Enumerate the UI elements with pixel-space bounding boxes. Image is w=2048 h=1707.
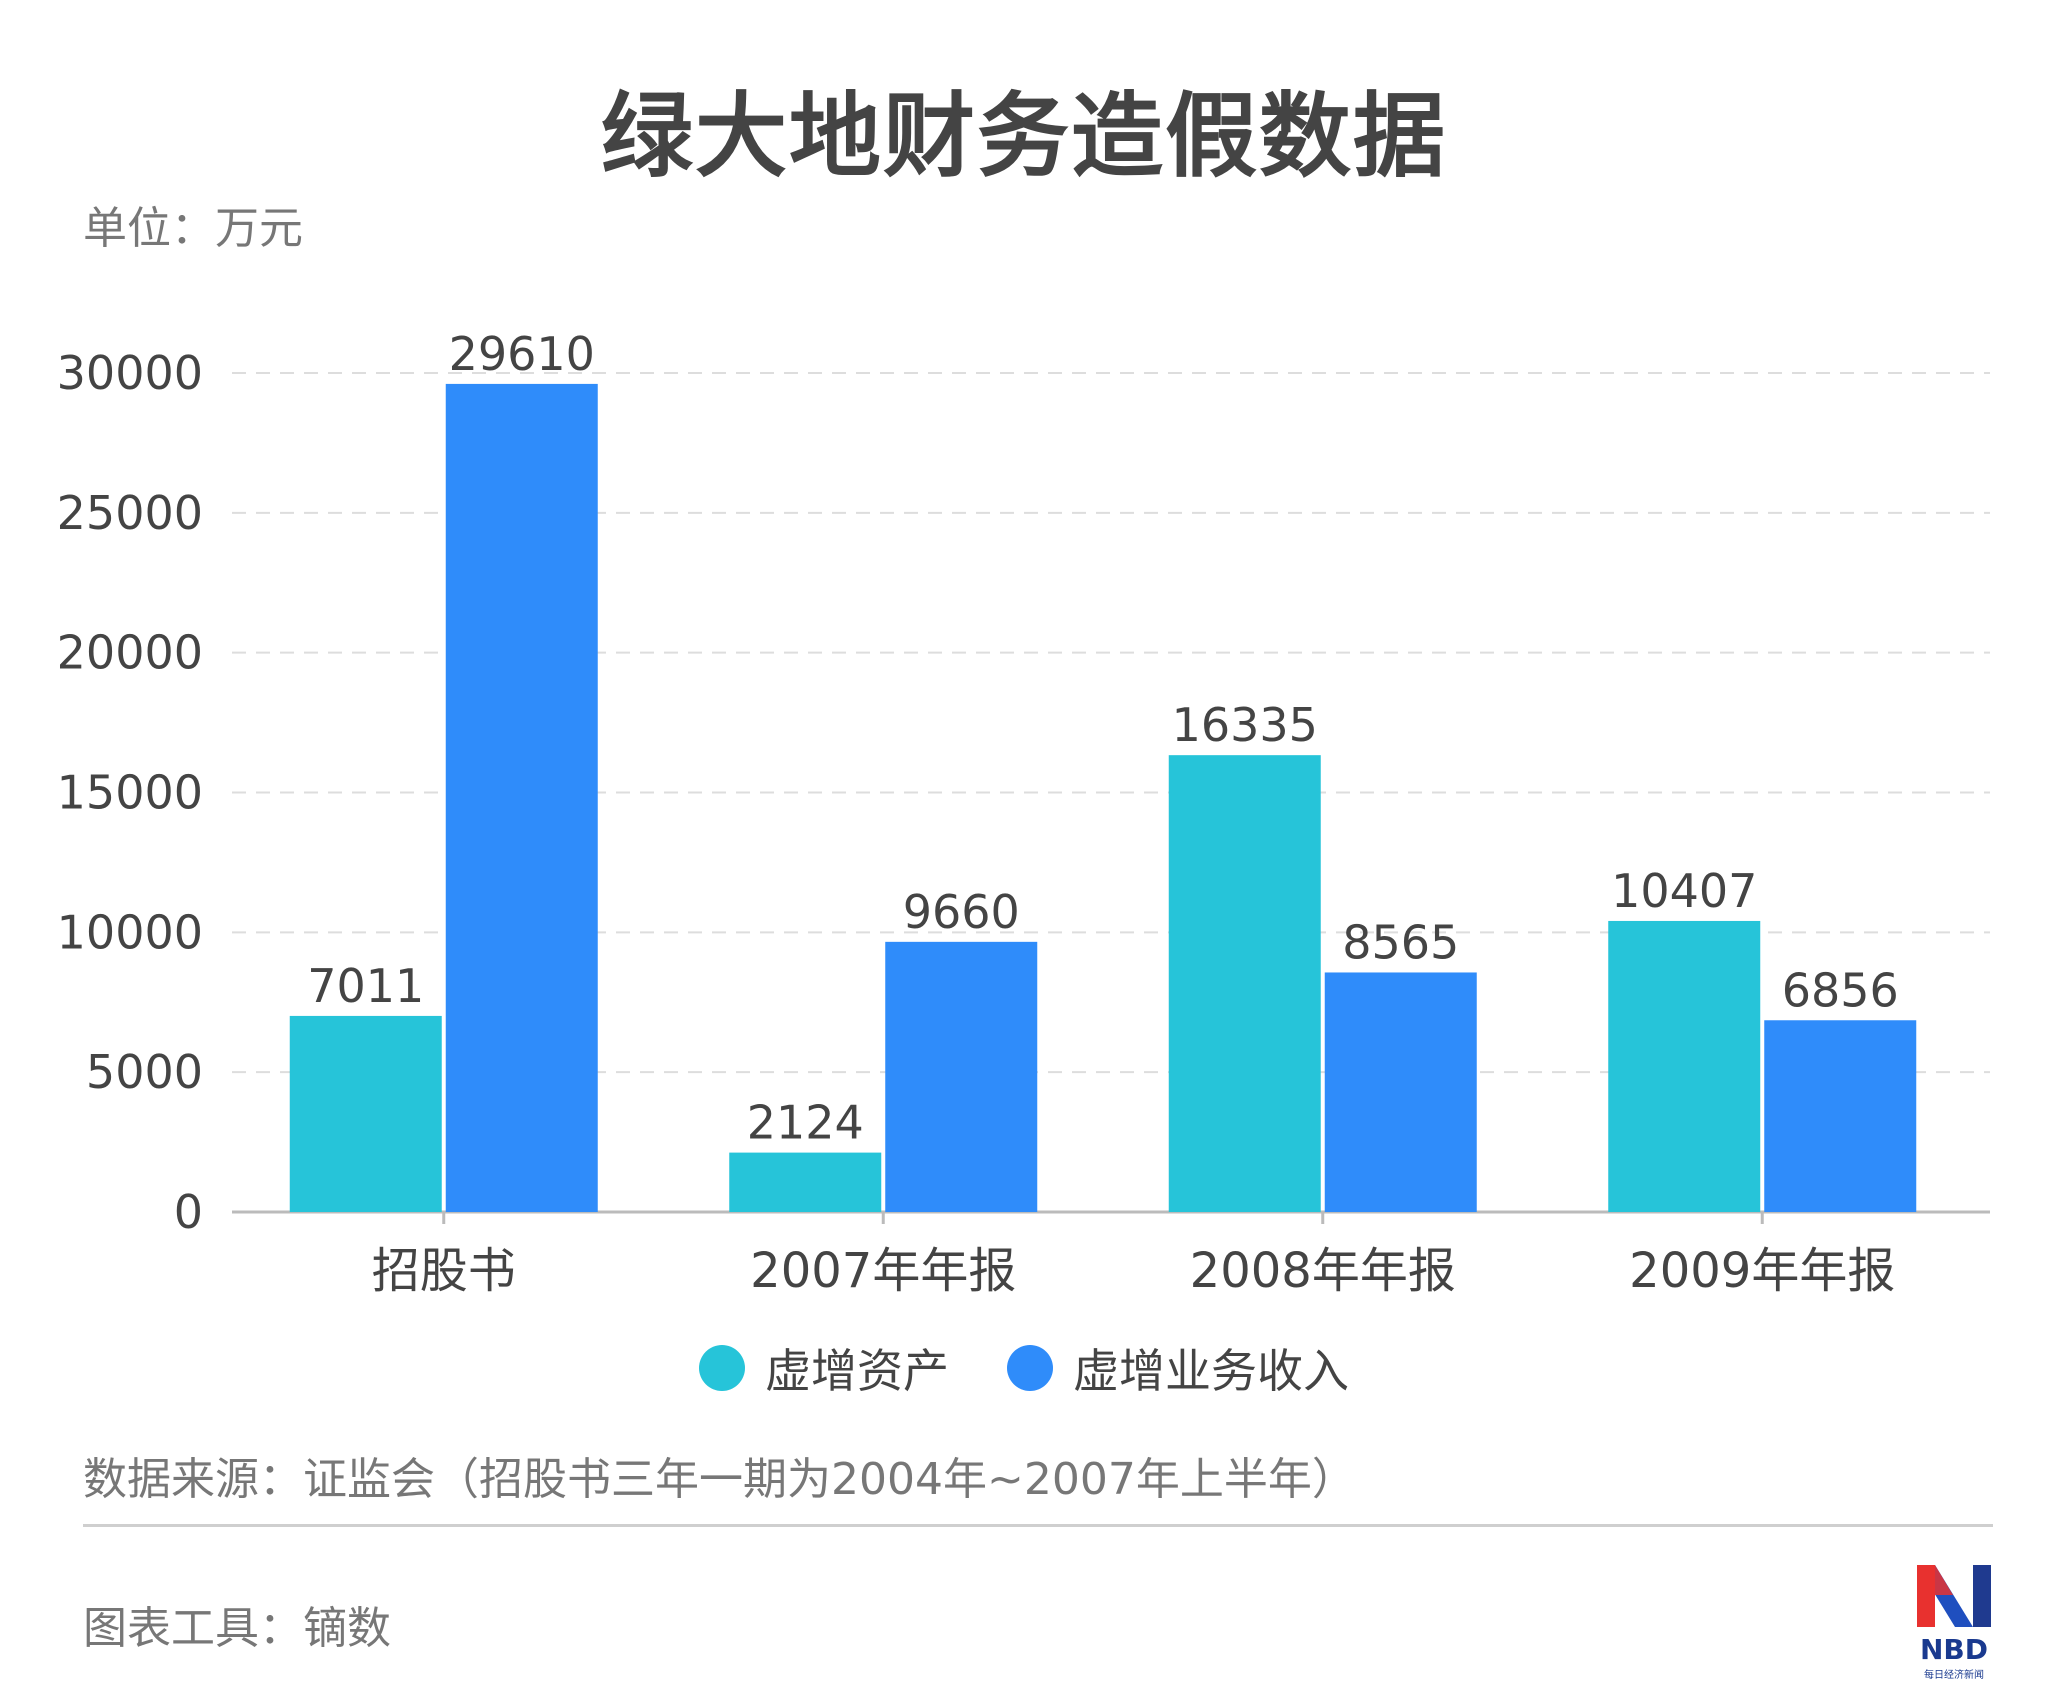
bar-series1 xyxy=(729,1152,882,1212)
x-tick-label: 招股书 xyxy=(372,1243,516,1299)
y-tick-label: 25000 xyxy=(57,486,203,540)
data-label: 10407 xyxy=(1611,864,1757,918)
y-tick-label: 20000 xyxy=(57,626,203,680)
bar-series2 xyxy=(885,941,1038,1212)
divider xyxy=(83,1524,1993,1527)
nbd-logo: NBD 每日经济新闻 xyxy=(1917,1565,1991,1681)
data-label: 2124 xyxy=(747,1096,864,1150)
logo-text: NBD xyxy=(1919,1633,1989,1666)
y-tick-label: 0 xyxy=(174,1185,203,1239)
y-tick-label: 30000 xyxy=(57,346,203,400)
bar-chart: 0 5000 10000 15000 20000 25000 30000 招股书 7011 296… xyxy=(57,327,1990,1299)
data-label: 7011 xyxy=(307,959,424,1013)
legend: 虚增资产 虚增业务收入 xyxy=(0,1335,2048,1401)
legend-label-series2: 虚增业务收入 xyxy=(1073,1344,1349,1398)
legend-item-series2[interactable]: 虚增业务收入 xyxy=(1007,1335,1349,1401)
y-tick-label: 5000 xyxy=(86,1045,203,1099)
data-label: 16335 xyxy=(1172,698,1318,752)
nbd-logo-mark xyxy=(1917,1565,1991,1627)
bar-series1 xyxy=(1608,920,1761,1212)
legend-marker-series2 xyxy=(1007,1345,1053,1391)
x-tick-label: 2007年年报 xyxy=(750,1243,1016,1299)
bar-series1 xyxy=(289,1015,442,1212)
unit-label: 单位：万元 xyxy=(83,203,303,254)
chart-title: 绿大地财务造假数据 xyxy=(600,83,1447,190)
legend-marker-series1 xyxy=(699,1345,745,1391)
data-label: 8565 xyxy=(1342,915,1459,969)
chart-tool-credit: 图表工具：镝数 xyxy=(83,1603,391,1654)
data-label: 9660 xyxy=(903,885,1020,939)
data-label: 6856 xyxy=(1782,963,1899,1017)
data-label: 29610 xyxy=(449,327,595,381)
bar-series2 xyxy=(1764,1020,1917,1212)
bar-series2 xyxy=(445,383,598,1213)
x-tick-label: 2009年年报 xyxy=(1629,1243,1895,1299)
legend-label-series1: 虚增资产 xyxy=(765,1344,949,1398)
logo-subtitle: 每日经济新闻 xyxy=(1924,1670,1984,1681)
y-tick-label: 10000 xyxy=(57,905,203,959)
x-tick-label: 2008年年报 xyxy=(1190,1243,1456,1299)
y-tick-label: 15000 xyxy=(57,766,203,820)
legend-item-series1[interactable]: 虚增资产 xyxy=(699,1335,949,1401)
data-source: 数据来源：证监会（招股书三年一期为2004年~2007年上半年） xyxy=(83,1454,1356,1505)
bar-series1 xyxy=(1168,755,1321,1212)
bar-series2 xyxy=(1324,972,1477,1212)
